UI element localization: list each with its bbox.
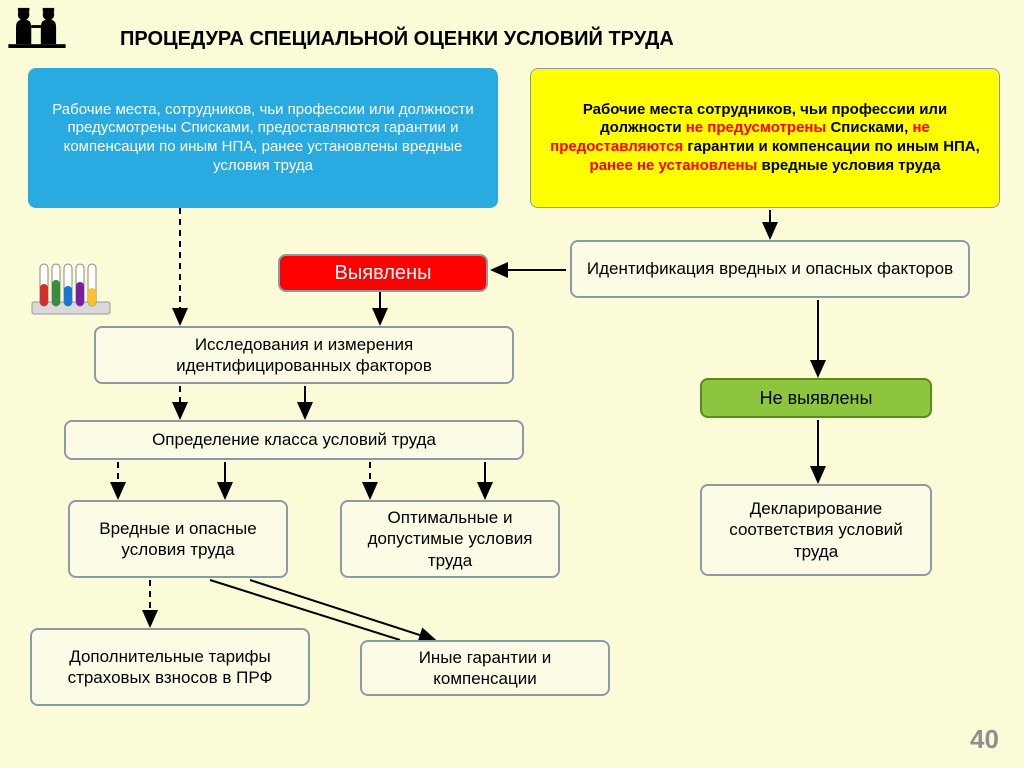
box-declaration-text: Декларирование соответствия условий труд… xyxy=(712,498,920,562)
box-yellow-workplaces-not-listed: Рабочие места сотрудников, чьи профессии… xyxy=(530,68,1000,208)
box-class-definition: Определение класса условий труда xyxy=(64,420,524,460)
box-other-guarantees-text: Иные гарантии и компенсации xyxy=(372,647,598,690)
box-detected-text: Выявлены xyxy=(335,261,432,286)
box-harmful-text: Вредные и опасные условия труда xyxy=(80,518,276,561)
box-optimal-conditions: Оптимальные и допустимые условия труда xyxy=(340,500,560,578)
box-other-guarantees: Иные гарантии и компенсации xyxy=(360,640,610,696)
people-silhouette-icon xyxy=(8,6,66,48)
box-identification-factors: Идентификация вредных и опасных факторов xyxy=(570,240,970,298)
box-research-text: Исследования и измерения идентифицирован… xyxy=(106,334,502,377)
box-declaration: Декларирование соответствия условий труд… xyxy=(700,484,932,576)
box-yellow-text: Рабочие места сотрудников, чьи профессии… xyxy=(541,101,989,176)
box-detected: Выявлены xyxy=(278,254,488,292)
box-additional-tariffs: Дополнительные тарифы страховых взносов … xyxy=(30,628,310,706)
box-harmful-conditions: Вредные и опасные условия труда xyxy=(68,500,288,578)
page-title: ПРОЦЕДУРА СПЕЦИАЛЬНОЙ ОЦЕНКИ УСЛОВИЙ ТРУ… xyxy=(120,28,674,51)
box-blue-text: Рабочие места, сотрудников, чьи професси… xyxy=(38,101,488,176)
box-optimal-text: Оптимальные и допустимые условия труда xyxy=(352,507,548,571)
box-id-factors-text: Идентификация вредных и опасных факторов xyxy=(587,258,953,279)
box-not-detected: Не выявлены xyxy=(700,378,932,418)
box-tariffs-text: Дополнительные тарифы страховых взносов … xyxy=(42,646,298,689)
box-not-detected-text: Не выявлены xyxy=(760,387,873,410)
page-number: 40 xyxy=(970,724,999,755)
box-blue-workplaces-listed: Рабочие места, сотрудников, чьи професси… xyxy=(28,68,498,208)
box-class-def-text: Определение класса условий труда xyxy=(152,429,436,450)
test-tubes-icon xyxy=(28,256,114,318)
box-research-measurement: Исследования и измерения идентифицирован… xyxy=(94,326,514,384)
